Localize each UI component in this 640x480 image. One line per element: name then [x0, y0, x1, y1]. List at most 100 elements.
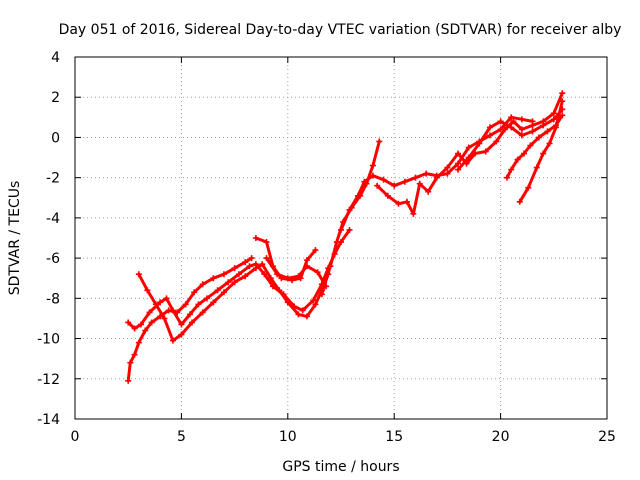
- data-point: [284, 275, 291, 282]
- y-tick-label: 4: [51, 50, 60, 66]
- data-point: [312, 247, 319, 254]
- data-point: [455, 166, 462, 173]
- data-point: [178, 321, 185, 328]
- data-point: [135, 271, 142, 278]
- data-point: [157, 299, 164, 306]
- data-point: [514, 156, 521, 163]
- data-point: [444, 170, 451, 177]
- y-tick-label: -2: [46, 171, 60, 187]
- data-point: [327, 263, 334, 270]
- data-point: [516, 198, 523, 205]
- data-point: [533, 164, 540, 171]
- data-point: [199, 281, 206, 288]
- x-tick-label: 5: [177, 429, 186, 445]
- data-point: [508, 166, 515, 173]
- data-point: [314, 269, 321, 276]
- data-point: [231, 265, 238, 272]
- data-point: [284, 299, 291, 306]
- data-point: [559, 90, 566, 97]
- data-point: [550, 110, 557, 117]
- data-point: [401, 178, 408, 185]
- data-point: [355, 192, 362, 199]
- plot-frame: [74, 56, 608, 420]
- x-tick-label: 0: [71, 429, 80, 445]
- data-point: [518, 132, 525, 139]
- series-arc-8: [374, 90, 566, 217]
- y-tick-label: -14: [37, 412, 60, 428]
- data-point: [318, 291, 325, 298]
- y-axis-label: SDTVAR / TECUs: [7, 181, 23, 296]
- series-line: [339, 115, 534, 232]
- data-point: [242, 273, 249, 280]
- data-point: [252, 265, 259, 272]
- data-point: [242, 259, 249, 266]
- data-point: [125, 319, 132, 326]
- data-point: [465, 144, 472, 151]
- data-point: [410, 210, 417, 217]
- data-point: [482, 148, 489, 155]
- chart-title: Day 051 of 2016, Sidereal Day-to-day VTE…: [59, 22, 622, 38]
- data-point: [412, 174, 419, 181]
- y-tick-label: -4: [46, 211, 60, 227]
- data-point: [220, 271, 227, 278]
- data-point: [235, 271, 242, 278]
- data-point: [210, 299, 217, 306]
- data-point: [312, 301, 319, 308]
- data-point: [525, 184, 532, 191]
- data-point: [518, 126, 525, 133]
- data-point: [135, 339, 142, 346]
- x-tick-label: 20: [492, 429, 510, 445]
- data-point: [529, 122, 536, 129]
- data-point: [303, 257, 310, 264]
- data-point: [195, 301, 202, 308]
- series-arc-1: [125, 255, 255, 384]
- data-point: [510, 118, 517, 125]
- data-point: [199, 309, 206, 316]
- data-point: [540, 150, 547, 157]
- data-point: [152, 301, 159, 308]
- data-point: [276, 287, 283, 294]
- data-point: [380, 176, 387, 183]
- data-point: [391, 182, 398, 189]
- data-point: [169, 337, 176, 344]
- y-tick-label: -8: [46, 291, 60, 307]
- data-point: [252, 235, 259, 241]
- data-point: [161, 315, 168, 322]
- data-point: [518, 116, 525, 123]
- data-point: [559, 98, 566, 105]
- data-point: [127, 359, 134, 366]
- data-point: [486, 124, 493, 131]
- data-point: [521, 150, 528, 157]
- data-point: [540, 122, 547, 129]
- data-point: [131, 351, 138, 358]
- data-point: [416, 180, 423, 187]
- data-point: [465, 154, 472, 161]
- data-point: [423, 170, 430, 177]
- data-point: [369, 162, 376, 169]
- data-point: [144, 287, 151, 294]
- data-point: [497, 118, 504, 125]
- series-arc-11: [455, 106, 566, 173]
- data-point: [142, 327, 149, 334]
- data-point: [433, 174, 440, 181]
- data-point: [310, 297, 317, 304]
- data-point: [527, 142, 534, 149]
- data-point: [374, 182, 381, 189]
- series-line: [137, 262, 330, 343]
- data-point: [299, 307, 306, 314]
- y-tick-label: -6: [46, 251, 60, 267]
- data-point: [186, 311, 193, 318]
- data-point: [295, 273, 302, 280]
- data-point: [169, 307, 176, 314]
- data-point: [263, 255, 270, 262]
- x-tick-label: 25: [598, 429, 616, 445]
- data-point: [508, 124, 515, 131]
- data-point: [163, 295, 170, 302]
- data-point: [455, 160, 462, 167]
- data-point: [395, 200, 402, 207]
- data-point: [346, 226, 353, 233]
- data-point: [274, 271, 281, 278]
- data-point: [295, 311, 302, 318]
- data-point: [131, 325, 138, 332]
- data-point: [425, 188, 432, 195]
